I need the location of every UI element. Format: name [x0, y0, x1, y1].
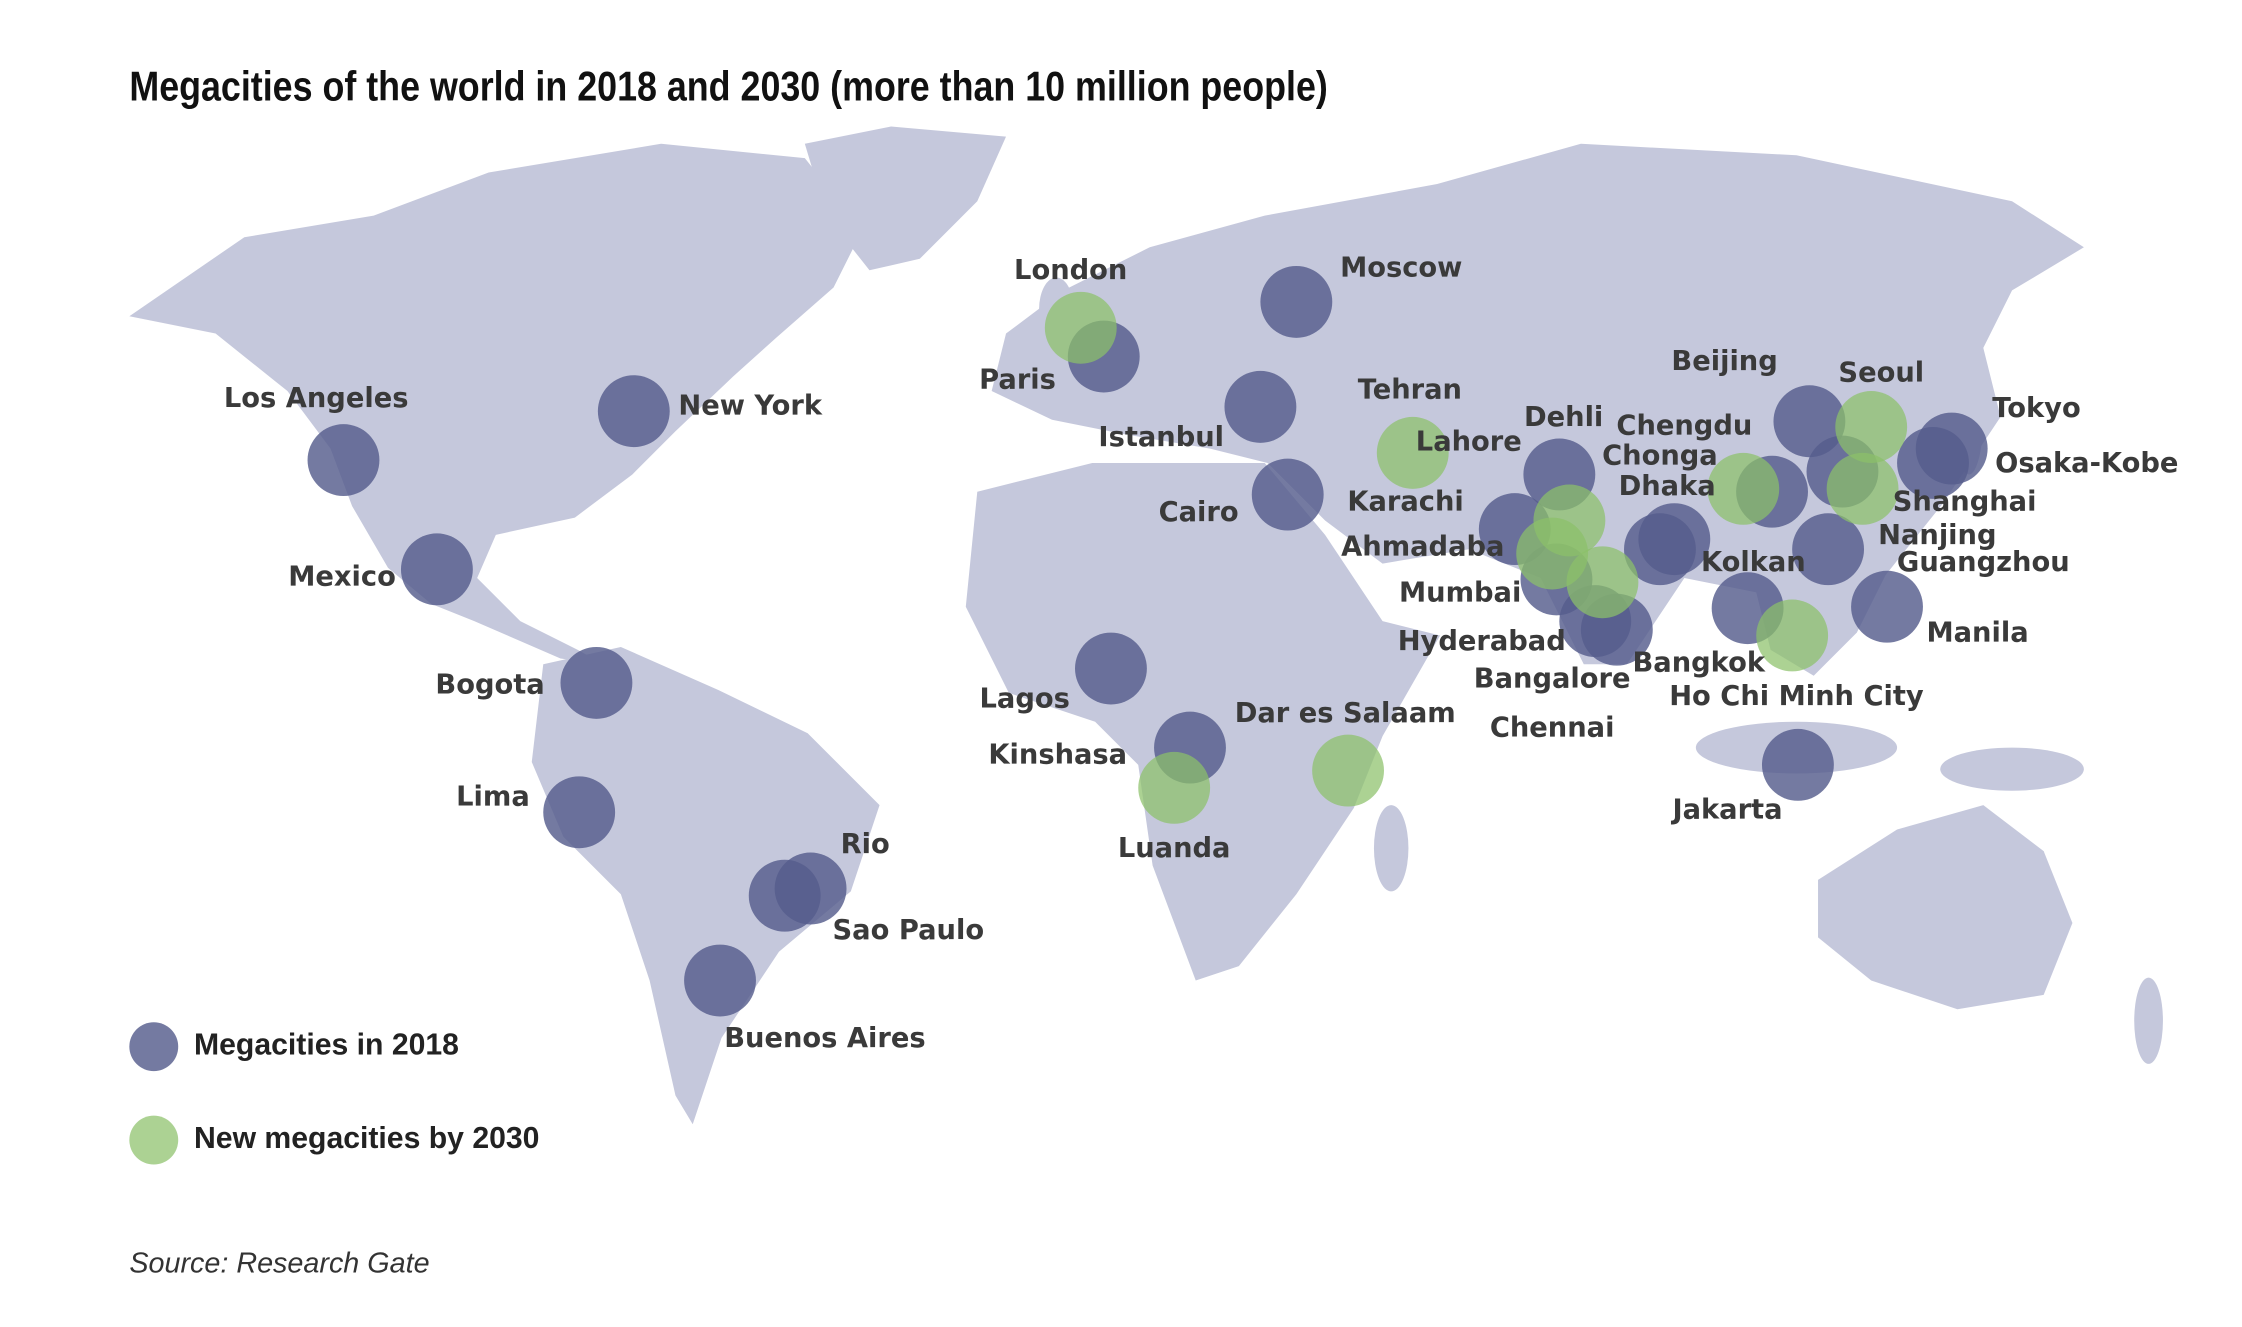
city-marker: [1851, 570, 1923, 643]
city-label: Chengdu: [1616, 410, 1752, 441]
city-label: Mumbai: [1399, 577, 1521, 608]
city-label: Moscow: [1340, 252, 1462, 283]
city-marker: [1566, 546, 1639, 619]
city-label: Rio: [841, 829, 890, 860]
markers: [307, 265, 1988, 1017]
city-label: Buenos Aires: [724, 1023, 925, 1054]
city-marker: [307, 424, 380, 497]
city-label: Manila: [1926, 618, 2028, 649]
city-marker: [597, 375, 670, 448]
city-label: Beijing: [1671, 346, 1777, 377]
city-label: Ho Chi Minh City: [1669, 681, 1924, 712]
city-label: Dar es Salaam: [1235, 698, 1456, 729]
city-label: Chonga: [1602, 441, 1718, 472]
city-label: Bangalore: [1474, 664, 1631, 695]
city-marker: [400, 533, 473, 606]
city-label: Tokyo: [1992, 393, 2080, 424]
city-marker: [1792, 513, 1865, 586]
city-label: Karachi: [1347, 487, 1463, 518]
city-label: Nanjing: [1878, 520, 1996, 551]
city-label: Dhaka: [1619, 471, 1716, 502]
city-marker: [1624, 513, 1696, 586]
madagascar: [1373, 805, 1409, 892]
new-zealand: [2134, 977, 2163, 1064]
city-label: Dehli: [1524, 402, 1603, 433]
city-marker: [1251, 458, 1324, 531]
greenland: [804, 126, 1007, 271]
source: Source: Research Gate: [129, 1247, 429, 1279]
city-marker: [1075, 632, 1147, 705]
legend: Megacities in 2018 New megacities by 2030: [129, 1022, 539, 1165]
city-label: Seoul: [1838, 357, 1924, 388]
city-label: Chennai: [1490, 712, 1615, 743]
city-marker: [1756, 599, 1829, 672]
city-label: Mexico: [288, 561, 396, 592]
city-label: Ahmadaba: [1341, 531, 1504, 562]
city-label: Guangzhou: [1897, 547, 2070, 578]
city-marker: [1376, 416, 1449, 489]
city-marker: [1224, 370, 1297, 443]
city-marker: [1897, 426, 1969, 499]
australia: [1818, 805, 2073, 1010]
city-label: Lahore: [1416, 426, 1522, 457]
city-label: New York: [678, 390, 823, 421]
city-label: Kinshasa: [988, 740, 1127, 771]
legend-label: Megacities in 2018: [194, 1029, 459, 1062]
city-label: Paris: [979, 364, 1056, 395]
city-marker: [1707, 452, 1780, 525]
south-america: [531, 646, 880, 1125]
city-label: Istanbul: [1098, 422, 1224, 453]
title: Megacities of the world in 2018 and 2030…: [129, 64, 1327, 110]
city-marker: [1312, 734, 1385, 807]
north-america: [129, 143, 863, 665]
city-label: Bogota: [435, 669, 544, 700]
new-guinea: [1940, 747, 2084, 791]
legend-swatch: [129, 1115, 179, 1165]
labels: Los Angeles New York Mexico Bogota Lima Rio Sa…: [224, 252, 2179, 1054]
city-label: Osaka-Kobe: [1995, 448, 2178, 479]
city-label: Sao Paulo: [833, 915, 985, 946]
city-marker: [1044, 291, 1117, 364]
city-label: Shanghai: [1893, 487, 2037, 518]
city-marker: [543, 776, 616, 849]
city-label: Lima: [456, 781, 530, 812]
city-marker: [684, 944, 756, 1017]
city-marker: [560, 646, 633, 719]
city-marker: [1826, 452, 1899, 525]
legend-swatch: [129, 1022, 179, 1072]
city-label: Cairo: [1159, 497, 1239, 528]
cities: Los Angeles New York Mexico Bogota Lima Rio Sa…: [224, 252, 2179, 1054]
city-label: Tehran: [1358, 375, 1462, 406]
city-marker: [1138, 751, 1211, 824]
city-marker: [1260, 265, 1333, 338]
city-label: Hyderabad: [1398, 626, 1566, 657]
city-label: Luanda: [1118, 833, 1231, 864]
city-marker: [1835, 391, 1908, 463]
city-label: Los Angeles: [224, 383, 409, 414]
city-label: Lagos: [980, 684, 1070, 715]
city-label: Kolkan: [1701, 547, 1806, 578]
legend-label: New megacities by 2030: [194, 1122, 539, 1155]
city-marker: [748, 859, 821, 932]
city-label: London: [1014, 255, 1127, 286]
city-label: Bangkok: [1632, 648, 1765, 679]
city-marker: [1761, 728, 1834, 801]
city-label: Jakarta: [1670, 794, 1782, 825]
